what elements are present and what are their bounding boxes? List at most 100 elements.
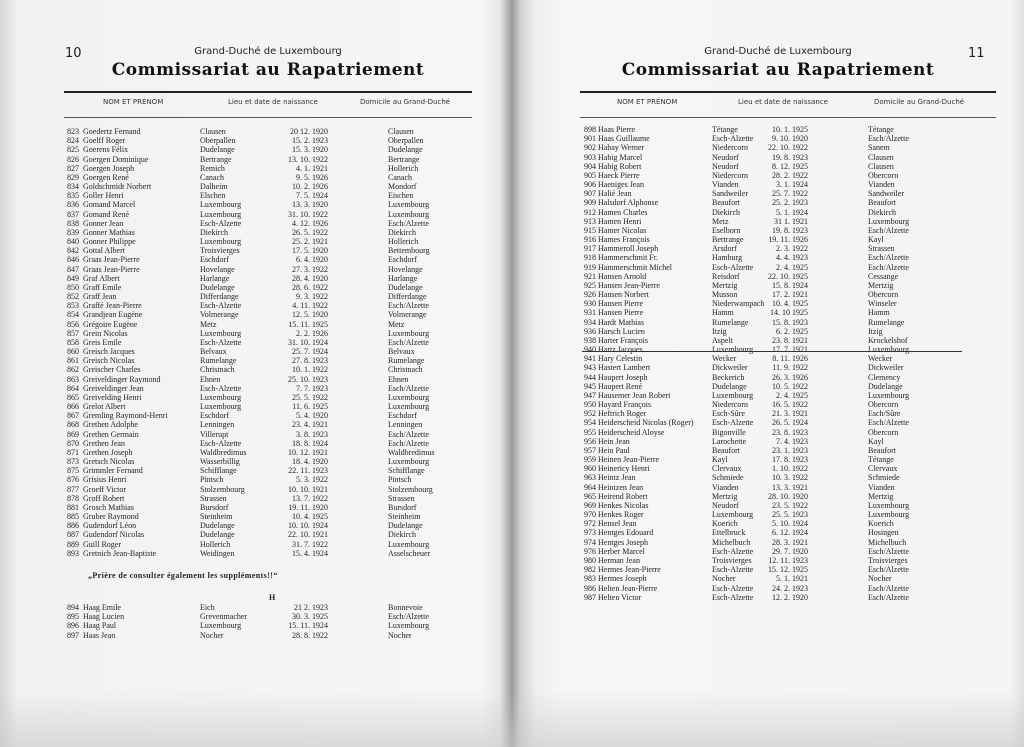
birth-place: Dudelange	[712, 381, 747, 391]
domicile: Luxembourg	[388, 457, 430, 467]
entry-name: Haas Pierre	[598, 125, 636, 134]
birth-place: Metz	[712, 216, 729, 226]
entry-number: 954	[584, 418, 596, 428]
entry-name: Hartz Jacques	[598, 345, 643, 355]
birth-date: 9. 10. 1920	[772, 134, 808, 144]
entry-name: Hansen Pierre	[598, 299, 644, 309]
entry-name: Haeniges Jean	[598, 180, 644, 190]
page-number: 11	[968, 46, 985, 61]
birth-date: 26. 5. 1924	[772, 418, 808, 428]
domicile: Esch/Alzette	[868, 253, 909, 263]
domicile: Esch/Alzette	[868, 134, 909, 144]
domicile: Sanem	[868, 143, 890, 153]
birth-date: 25. 5. 1923	[772, 510, 808, 520]
birth-place: Hamburg	[712, 253, 743, 263]
birth-place: Wecker	[712, 354, 737, 364]
birth-date: 10. 5. 1922	[772, 381, 808, 391]
entry-number: 987	[584, 592, 596, 602]
birth-place: Hollerich	[200, 539, 231, 549]
supertitle: Grand-Duché de Luxembourg	[704, 46, 852, 57]
entry-number: 858	[67, 337, 79, 347]
entry-name: Heiderscheid Aloyse	[598, 427, 665, 437]
birth-place: Stolzembourg	[200, 484, 245, 494]
entry-number: 918	[584, 253, 596, 263]
birth-date: 6. 4. 1920	[296, 255, 328, 265]
birth-place: Ehnen	[200, 374, 221, 384]
entry-number: 925	[584, 280, 596, 290]
birth-date: 28. 2. 1922	[772, 170, 808, 180]
entry-name: Goergen Dominique	[83, 154, 149, 164]
entry-name: Greisch Jacques	[83, 347, 135, 357]
entry-name: Goergen Joseph	[83, 163, 135, 173]
birth-date: 17. 7. 1921	[772, 345, 808, 355]
birth-place: Kayl	[712, 455, 728, 465]
domicile: Luxembourg	[868, 500, 910, 510]
domicile: Belvaux	[388, 347, 415, 357]
birth-place: Beaufort	[712, 445, 740, 455]
birth-date: 18. 4. 1920	[292, 457, 328, 467]
entry-name: Goelff Roger	[83, 136, 126, 146]
birth-place: Remich	[200, 163, 225, 173]
entry-name: Gretnich Jean-Baptiste	[83, 548, 157, 558]
birth-date: 7. 5. 1924	[296, 191, 328, 201]
entry-name: Halsdorf Alphonse	[598, 198, 659, 208]
birth-place: Dudelange	[200, 521, 235, 531]
domicile: Canach	[388, 172, 412, 182]
birth-date: 5. 4. 1920	[296, 411, 328, 421]
entry-number: 930	[584, 299, 596, 309]
entry-name: Hermes Jean-Pierre	[598, 565, 661, 575]
birth-date: 6. 12. 1924	[772, 528, 808, 538]
birth-date: 13. 3. 1921	[772, 482, 808, 492]
birth-place: Hovelange	[200, 264, 235, 274]
domicile: Rumelange	[388, 356, 425, 366]
entry-number: 940	[584, 345, 596, 355]
entry-number: 950	[584, 400, 596, 410]
birth-date: 11. 9. 1922	[772, 363, 808, 373]
entry-name: Hansen Arnold	[598, 271, 647, 281]
domicile: Luxembourg	[868, 345, 910, 355]
domicile: Mondorf	[388, 182, 417, 192]
entry-number: 941	[584, 354, 596, 364]
domicile: Asselscheuer	[388, 548, 431, 558]
entry-number: 842	[67, 246, 79, 256]
left-page: 10 Grand-Duché de Luxembourg Commissaria…	[64, 46, 472, 640]
entry-name: Gomand Marcel	[83, 200, 136, 210]
entry-number: 896	[67, 621, 79, 631]
birth-date: 23. 1. 1923	[772, 445, 808, 455]
birth-date: 3. 1. 1924	[776, 180, 808, 190]
entry-number: 825	[67, 145, 79, 155]
birth-place: Michelbuch	[712, 537, 751, 547]
entry-name: Heirend Robert	[598, 491, 648, 501]
domicile: Esch/Alzette	[388, 612, 429, 622]
column-header-birth: Lieu et date de naissance	[738, 98, 828, 106]
entry-number: 964	[584, 482, 596, 492]
birth-place: Eselborn	[712, 225, 741, 235]
entry-name: Hein Paul	[598, 445, 630, 455]
birth-date: 2. 4. 1925	[776, 390, 808, 400]
birth-date: 19. 11. 1926	[768, 235, 808, 245]
domicile: Luxembourg	[868, 216, 910, 226]
birth-date: 13. 10. 1922	[288, 154, 328, 164]
entry-number: 868	[67, 420, 79, 430]
birth-place: Hamm	[712, 308, 734, 318]
birth-date: 25. 5. 1922	[292, 392, 328, 402]
domicile: Schifflange	[388, 466, 425, 476]
entry-number: 926	[584, 290, 596, 300]
domicile: Hamm	[868, 308, 890, 318]
entry-name: Gruber Raymond	[83, 512, 139, 522]
entry-name: Grelot Albert	[83, 402, 126, 412]
domicile: Clausen	[868, 161, 894, 171]
birth-date: 8. 11. 1926	[772, 354, 808, 364]
birth-place: Grevenmacher	[200, 612, 248, 622]
entry-name: Haupert Joseph	[598, 372, 648, 382]
entry-name: Grethen Joseph	[83, 447, 133, 457]
entry-number: 973	[584, 528, 596, 538]
birth-date: 28. 4. 1920	[292, 273, 328, 283]
birth-place: Canach	[200, 172, 224, 182]
birth-place: Rumelange	[200, 356, 237, 366]
entry-name: Haas Guillaume	[598, 134, 650, 144]
birth-place: Dickweiler	[712, 363, 748, 373]
entry-number: 904	[584, 161, 596, 171]
domicile: Vianden	[868, 482, 895, 492]
birth-place: Troisvierges	[200, 246, 240, 256]
